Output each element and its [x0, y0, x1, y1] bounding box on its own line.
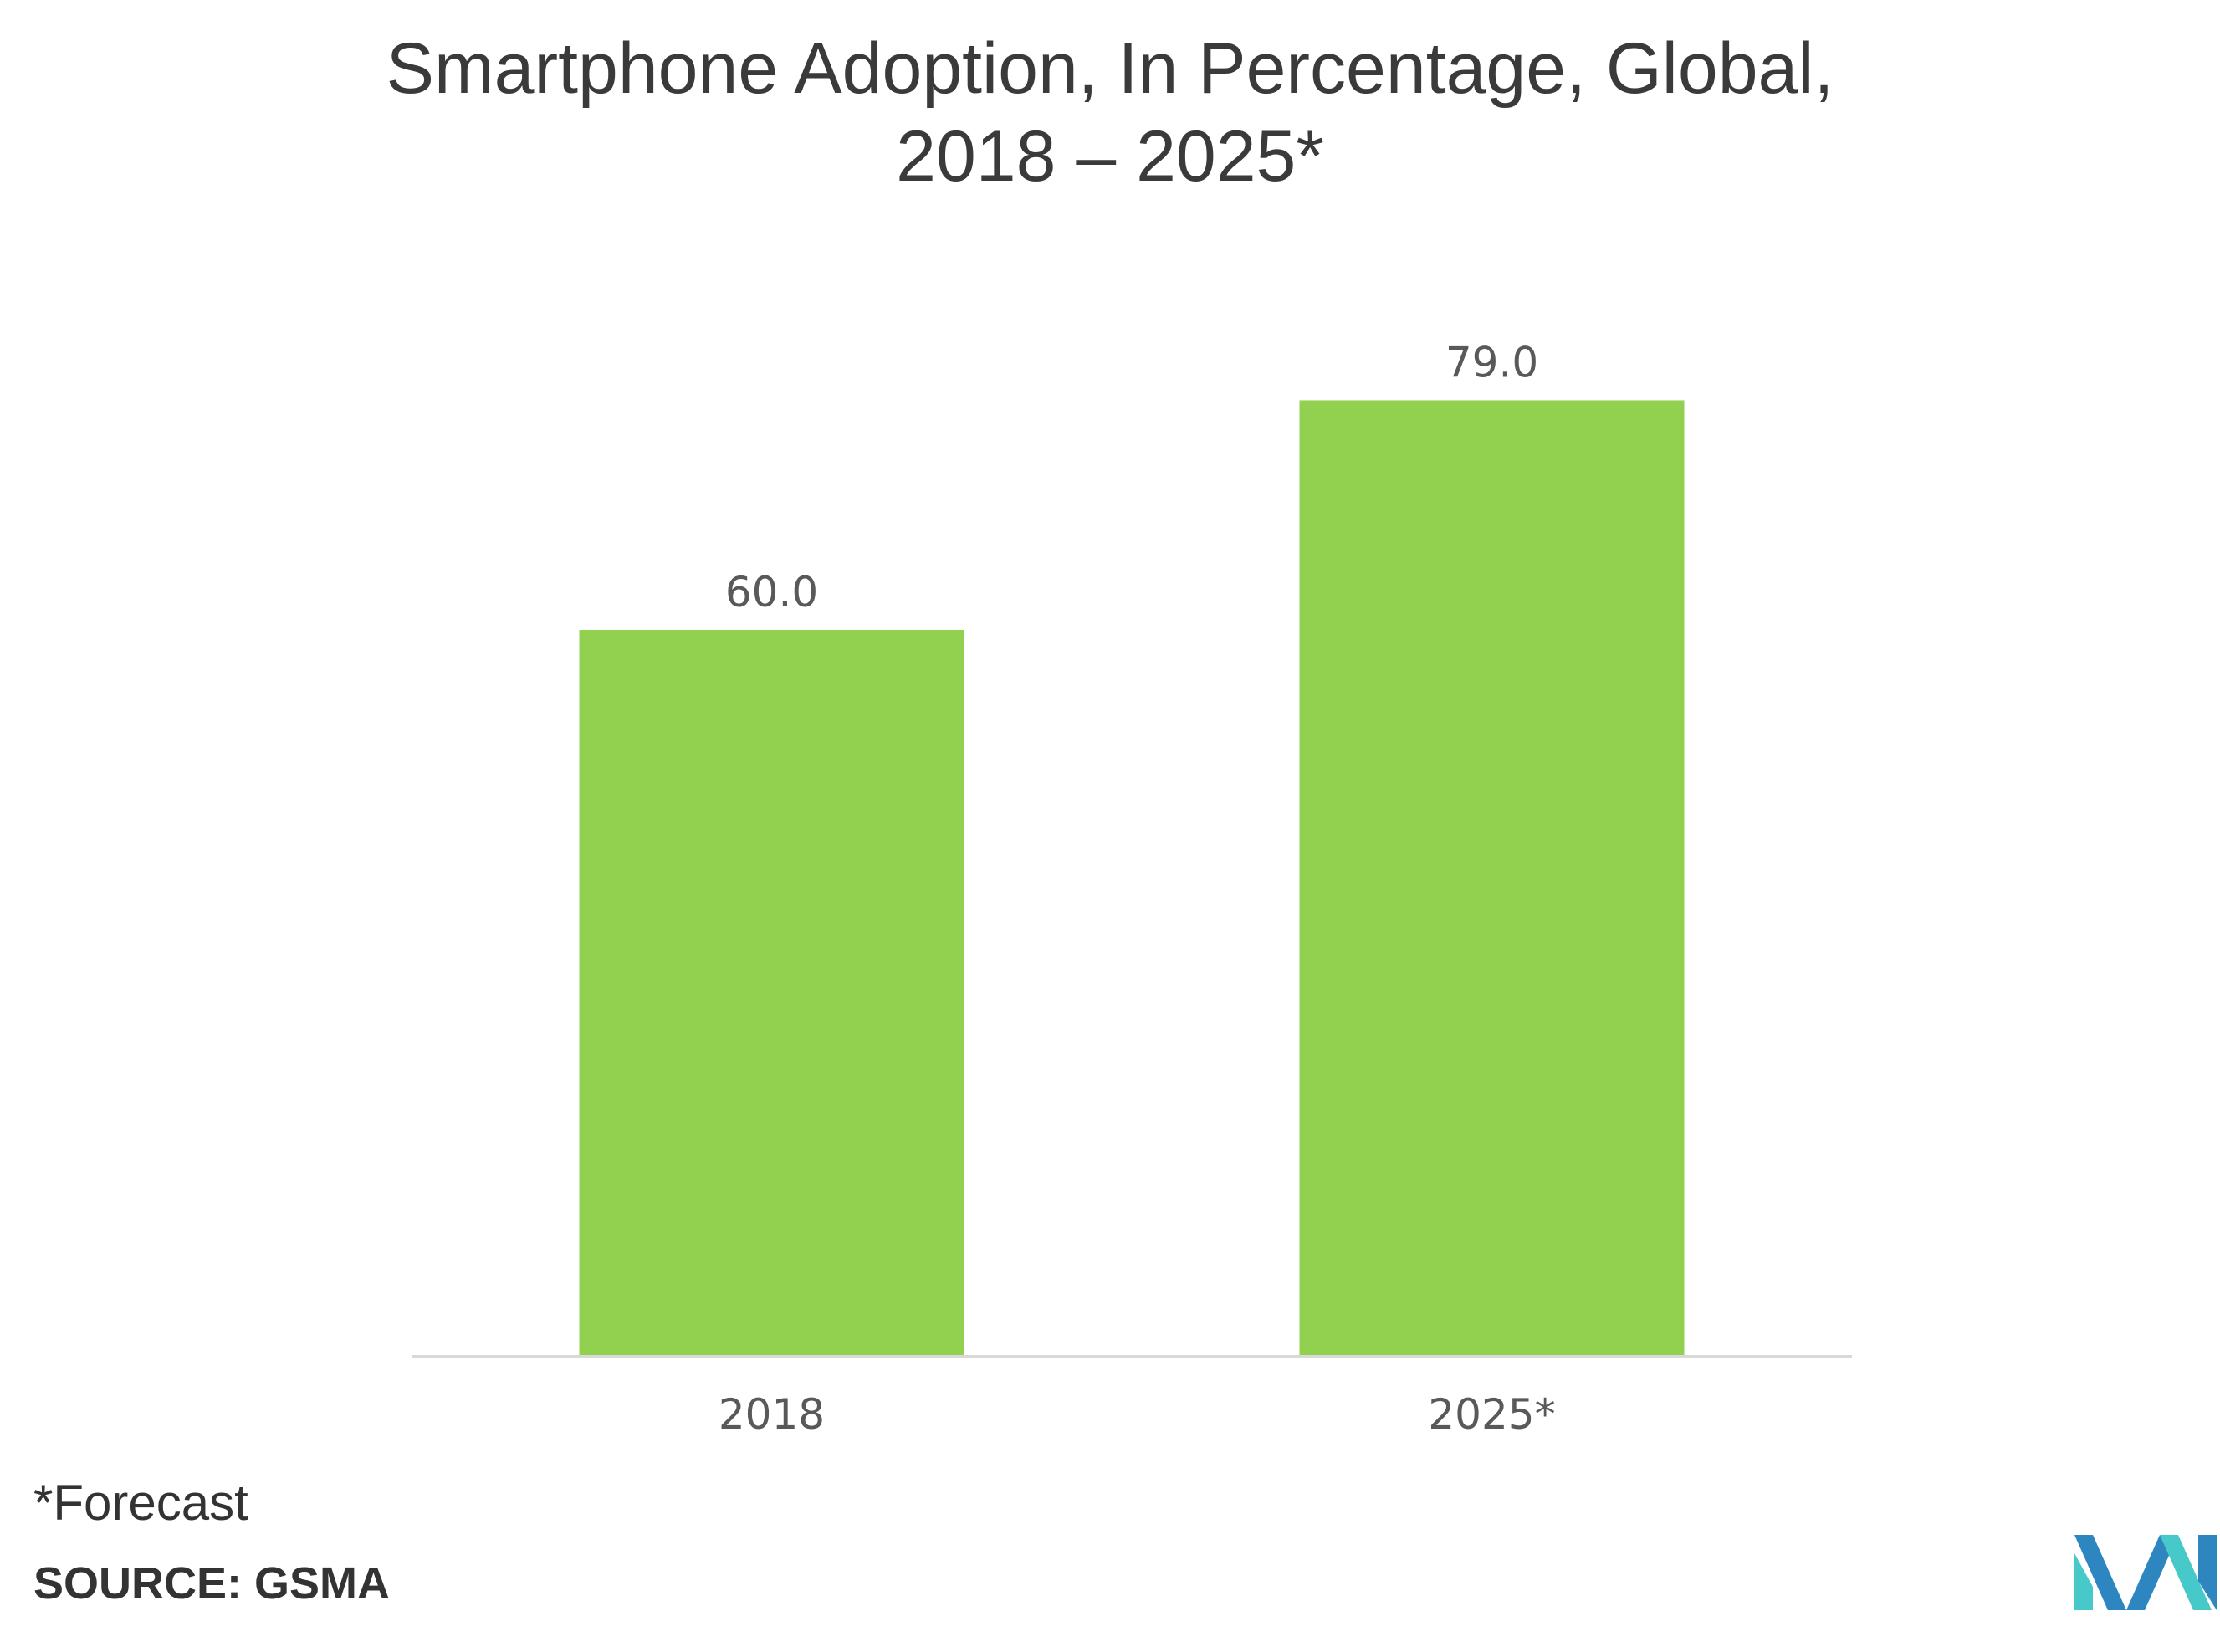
x-tick-label-2025: 2025* — [1428, 1390, 1555, 1439]
chart-title-line-2: 2018 – 2025* — [896, 115, 1324, 197]
chart-title-line-1: Smartphone Adoption, In Percentage, Glob… — [386, 28, 1834, 109]
logo-shape-left-post — [2074, 1553, 2093, 1610]
bar-2018 — [579, 630, 964, 1355]
logo-shape-left — [2074, 1535, 2126, 1610]
data-label-2025: 79.0 — [1445, 338, 1538, 386]
logo-shape-right — [2160, 1535, 2212, 1610]
bar-2025 — [1299, 400, 1685, 1356]
logo-shape-middle — [2126, 1535, 2178, 1610]
data-label-2018: 60.0 — [725, 568, 818, 616]
mordor-intelligence-logo-icon — [2074, 1535, 2217, 1610]
logo-shape-right-post — [2198, 1535, 2217, 1610]
chart-title: Smartphone Adoption, In Percentage, Glob… — [0, 25, 2220, 201]
source-note: SOURCE: GSMA — [33, 1558, 391, 1609]
x-tick-label-2018: 2018 — [719, 1390, 825, 1439]
forecast-footnote: *Forecast — [33, 1475, 248, 1531]
